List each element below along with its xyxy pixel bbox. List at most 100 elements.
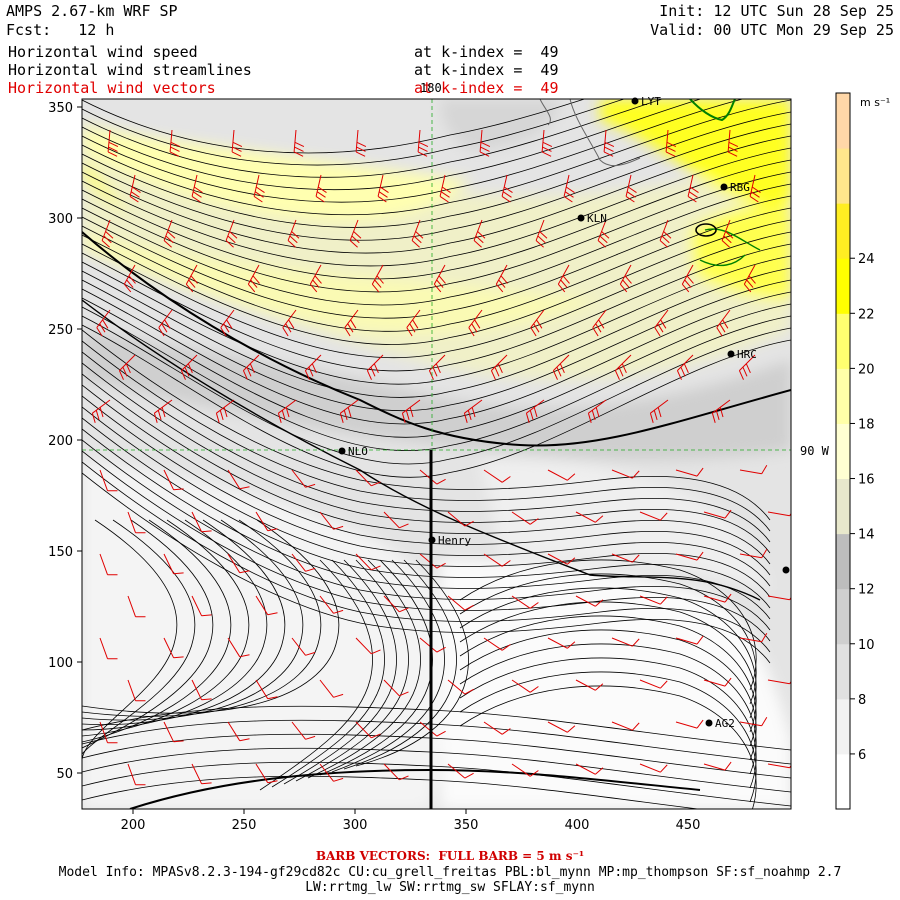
colorbar-band xyxy=(836,368,850,424)
wind-barb xyxy=(473,219,486,248)
wind-barb xyxy=(123,264,136,293)
wind-barb xyxy=(611,721,640,731)
wind-barb xyxy=(535,219,548,248)
streamline xyxy=(82,450,771,642)
wind-barb xyxy=(255,679,278,700)
wind-barb xyxy=(191,763,212,785)
wind-barb xyxy=(428,354,446,380)
wind-barb xyxy=(344,309,359,337)
svg-text:LYT: LYT xyxy=(641,95,661,108)
svg-text:AG2: AG2 xyxy=(715,717,735,730)
streamline xyxy=(82,99,664,178)
wind-barb xyxy=(611,553,640,563)
wind-barb xyxy=(253,174,265,203)
y-tick-label: 150 xyxy=(48,545,73,560)
wind-barb xyxy=(675,635,704,645)
streamline xyxy=(82,461,771,653)
wind-barb xyxy=(247,264,260,293)
streamline xyxy=(82,99,702,190)
wind-barb xyxy=(687,174,699,203)
wind-barb xyxy=(349,219,362,248)
streamline xyxy=(459,573,757,705)
wind-barb xyxy=(366,354,384,380)
wind-barb xyxy=(703,509,732,519)
wind-barb xyxy=(91,399,111,423)
wind-barb xyxy=(169,129,181,157)
wind-barb xyxy=(191,679,212,701)
wind-barb xyxy=(255,511,278,532)
wind-barb xyxy=(739,464,768,475)
wind-barb xyxy=(319,679,344,698)
terrain-contour xyxy=(689,99,736,122)
wind-barb xyxy=(419,637,446,653)
streamline xyxy=(459,671,757,803)
svg-text:KLN: KLN xyxy=(587,212,607,225)
station-hrc: HRC xyxy=(727,348,757,361)
colorbar-tick-label: 6 xyxy=(858,748,866,763)
wind-barb xyxy=(483,721,511,735)
map-area xyxy=(82,99,791,809)
wind-barb xyxy=(355,129,367,157)
streamline xyxy=(82,279,791,412)
wind-barb xyxy=(419,469,446,485)
wind-barb xyxy=(191,174,203,203)
wind-barb xyxy=(383,595,409,613)
wind-barb xyxy=(371,264,384,293)
streamline xyxy=(82,340,771,532)
streamline xyxy=(82,288,791,425)
wind-barb xyxy=(99,637,118,660)
streamline xyxy=(82,519,286,725)
wind-barb xyxy=(447,595,474,611)
wind-barb xyxy=(711,399,731,423)
wind-barb xyxy=(101,219,114,248)
parallel-label: 90 W xyxy=(800,444,830,458)
map-frame xyxy=(81,98,792,810)
wind-barb xyxy=(639,511,668,521)
wind-barb xyxy=(525,399,545,423)
y-tick-label: 250 xyxy=(48,323,73,338)
wind-barb xyxy=(158,309,173,337)
colorbar-band xyxy=(836,753,850,810)
streamline xyxy=(82,147,791,267)
wind-barb xyxy=(163,721,184,743)
station-ag2: AG2 xyxy=(705,717,735,730)
coastline xyxy=(539,99,641,167)
streamline xyxy=(271,559,385,788)
colorbar-band xyxy=(836,478,850,535)
station-lyt: LYT xyxy=(631,95,661,108)
wind-barb xyxy=(511,763,539,777)
wind-barb xyxy=(215,399,235,423)
wind-barb xyxy=(738,354,756,380)
wind-barb xyxy=(163,469,184,491)
model-info-2: LW:rrtmg_lw SW:rrtmg_sw SFLAY:sf_mynn xyxy=(305,880,595,895)
streamline xyxy=(82,306,791,451)
wind-barb xyxy=(649,399,669,423)
wind-barb xyxy=(675,551,704,561)
wind-barb xyxy=(163,553,184,575)
streamline xyxy=(82,99,745,203)
colorbar-band xyxy=(836,643,850,700)
streamline-thick xyxy=(82,231,791,447)
streamline xyxy=(459,643,757,775)
wind-barb xyxy=(180,354,198,380)
streamline xyxy=(82,195,791,319)
wind-barb xyxy=(319,595,344,614)
wind-barb xyxy=(255,595,278,616)
wind-barb xyxy=(127,679,146,702)
streamline xyxy=(82,519,214,749)
wind-barb xyxy=(99,553,118,576)
wind-barb xyxy=(227,553,250,574)
wind-barb xyxy=(468,309,483,337)
y-tick-label: 300 xyxy=(48,212,73,227)
streamline-thick xyxy=(82,299,761,601)
streamline xyxy=(82,362,771,554)
wind-barb xyxy=(127,763,146,786)
wind-barb xyxy=(291,469,316,488)
wind-barb xyxy=(447,763,474,779)
colorbar-unit: m s⁻¹ xyxy=(860,96,890,109)
wind-barb xyxy=(447,511,474,527)
wind-barb xyxy=(291,637,316,656)
wind-barb xyxy=(703,677,732,687)
stations: LYT RBG KLN HRC NLO Henry AG2 xyxy=(338,95,790,730)
wind-barb xyxy=(319,511,344,530)
